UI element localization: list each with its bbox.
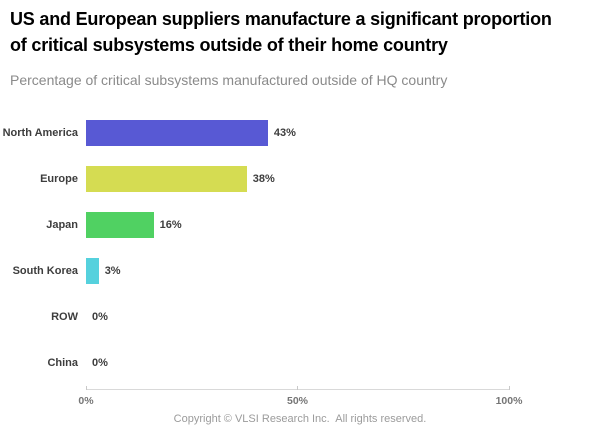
value-label: 43% <box>273 127 296 139</box>
category-label: Europe <box>40 173 78 185</box>
bar <box>86 258 99 284</box>
x-axis-tick <box>85 386 87 390</box>
bar-area: 43% <box>86 120 600 146</box>
x-axis-tick-label: 0% <box>78 395 94 407</box>
value-label: 0% <box>92 357 108 369</box>
bar-row: ROW 0% <box>0 294 600 340</box>
copyright-text: Copyright © VLSI Research Inc. All right… <box>173 413 427 425</box>
category-label: ROW <box>51 311 78 323</box>
x-axis-tick-label: 100% <box>495 395 523 407</box>
bar <box>86 120 268 146</box>
title-line-2: of critical subsystems outside of their … <box>10 35 448 55</box>
bar-row: China 0% <box>0 340 600 386</box>
x-axis: 0% 50% 100% <box>78 386 522 407</box>
page-title: US and European suppliers manufacture a … <box>10 6 594 58</box>
bar-area: 0% <box>86 350 600 376</box>
bar <box>86 212 154 238</box>
title-line-1: US and European suppliers manufacture a … <box>10 9 552 29</box>
value-label: 0% <box>92 311 108 323</box>
bar-area: 3% <box>86 258 600 284</box>
bar-row: North America 43% <box>0 110 600 156</box>
bar-row: Europe 38% <box>0 156 600 202</box>
bar-row: Japan 16% <box>0 202 600 248</box>
bar-area: 16% <box>86 212 600 238</box>
bar-area: 38% <box>86 166 600 192</box>
x-axis-tick-label: 50% <box>286 395 309 407</box>
bar-row: South Korea 3% <box>0 248 600 294</box>
category-label: South Korea <box>12 265 78 277</box>
value-label: 38% <box>252 173 275 185</box>
bar <box>86 166 247 192</box>
x-axis-tick <box>297 386 298 390</box>
value-label: 3% <box>104 265 121 277</box>
x-axis-tick <box>508 386 510 390</box>
bar-area: 0% <box>86 304 600 330</box>
bar-rows: North America 43% Europe 38% Japan 16% South K… <box>0 110 600 386</box>
chart-subtitle: Percentage of critical subsystems manufa… <box>10 72 448 88</box>
value-label: 16% <box>159 219 182 231</box>
category-label: Japan <box>46 219 78 231</box>
category-label: North America <box>2 127 78 139</box>
category-label: China <box>47 357 78 369</box>
